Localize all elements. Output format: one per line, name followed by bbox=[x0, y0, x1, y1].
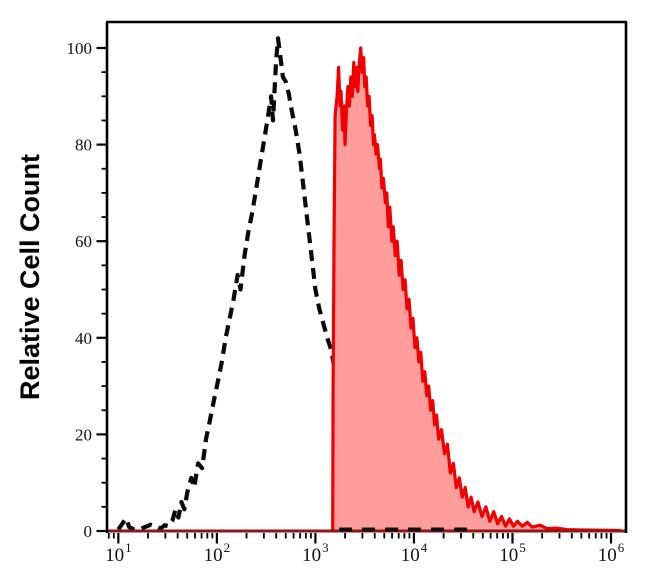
curves-layer bbox=[107, 36, 626, 533]
y-tick-label: 80 bbox=[75, 136, 92, 155]
tick-labels-layer: 101 102 103 104 105 106 0 20 40 60 80 100 bbox=[67, 39, 625, 566]
y-tick-label: 20 bbox=[75, 425, 92, 444]
x-tick-label: 104 bbox=[401, 540, 428, 566]
dashed-control-curve bbox=[116, 36, 385, 533]
red-sample-fill bbox=[332, 48, 621, 531]
x-tick-label: 101 bbox=[105, 540, 132, 566]
y-tick-label: 40 bbox=[75, 329, 92, 348]
x-tick-label: 103 bbox=[302, 540, 329, 566]
y-axis-title: Relative Cell Count bbox=[15, 154, 45, 400]
x-tick-label: 105 bbox=[499, 540, 526, 566]
y-tick-label: 100 bbox=[67, 39, 93, 58]
x-tick-label: 106 bbox=[598, 540, 625, 566]
y-tick-label: 60 bbox=[75, 232, 92, 251]
red-sample-curve bbox=[331, 46, 621, 533]
axes-layer bbox=[96, 20, 628, 544]
y-tick-label: 0 bbox=[84, 522, 93, 541]
x-tick-label: 102 bbox=[204, 540, 231, 566]
